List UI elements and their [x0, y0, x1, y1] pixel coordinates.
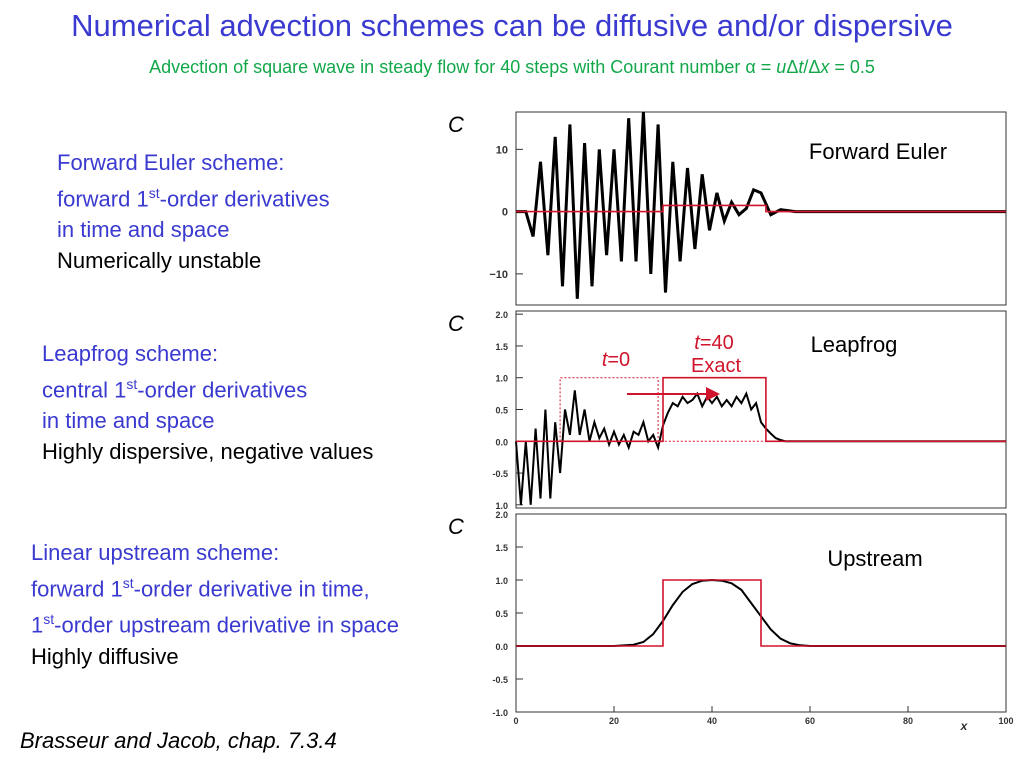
panel-label: Upstream	[827, 546, 922, 571]
numerical-solution-line	[516, 111, 1006, 299]
y-tick-label: 0	[502, 207, 508, 219]
upstream-property: Highly diffusive	[31, 643, 179, 669]
y-tick-label: 1.0	[495, 501, 508, 511]
slide-subtitle: Advection of square wave in steady flow …	[149, 57, 875, 77]
y-tick-label: 1.0	[495, 576, 508, 586]
x-axis-label: x	[960, 719, 969, 733]
euler-scheme-line3: in time and space	[57, 217, 230, 243]
numerical-solution-line	[515, 390, 1006, 505]
citation: Brasseur and Jacob, chap. 7.3.4	[20, 728, 337, 753]
y-axis-label: C	[448, 514, 464, 539]
euler-scheme-line2: forward 1st-order derivatives	[57, 185, 330, 212]
slide-title: Numerical advection schemes can be diffu…	[71, 8, 953, 43]
y-tick-label: 0.5	[495, 406, 508, 416]
x-tick-label: 40	[707, 716, 717, 726]
euler-property: Numerically unstable	[57, 248, 262, 274]
y-tick-label: 1.5	[495, 342, 508, 352]
euler-scheme-line1: Forward Euler scheme:	[57, 150, 285, 175]
y-tick-label: -1.0	[492, 708, 508, 718]
y-tick-label: -0.5	[492, 469, 508, 479]
exact-solution-line	[516, 579, 1006, 647]
y-tick-label: 2.0	[495, 510, 508, 520]
upstream-description: Linear upstream scheme: forward 1st-orde…	[31, 537, 399, 672]
upstream-scheme-line1: Linear upstream scheme:	[31, 540, 280, 565]
ordinal-superscript: st	[122, 575, 134, 591]
y-tick-label: −10	[489, 269, 508, 281]
leapfrog-scheme-line3: in time and space	[42, 408, 215, 434]
y-tick-label: 0.5	[495, 609, 508, 619]
exact-solution-line	[516, 204, 1006, 213]
x-tick-label: 20	[609, 716, 619, 726]
leapfrog-scheme-line2: central 1st-order derivatives	[42, 376, 308, 403]
forward-euler-description: Forward Euler scheme: forward 1st-order …	[57, 147, 330, 276]
initial-condition-line	[516, 377, 1006, 442]
x-tick-label: 100	[998, 716, 1013, 726]
x-tick-label: 80	[903, 716, 913, 726]
exact-label: Exact	[691, 355, 741, 377]
y-tick-label: 2.0	[495, 310, 508, 320]
plot-frame	[515, 111, 1007, 306]
t0-label: t=0	[602, 349, 630, 371]
y-axis-label: C	[448, 311, 464, 336]
leapfrog-scheme-line1: Leapfrog scheme:	[42, 341, 219, 366]
y-tick-label: -0.5	[492, 675, 508, 685]
y-tick-label: 10	[496, 144, 508, 156]
x-tick-label: 60	[805, 716, 815, 726]
x-tick-label: 0	[513, 716, 518, 726]
y-tick-label: 1.5	[495, 543, 508, 553]
ordinal-superscript: st	[148, 185, 160, 201]
leapfrog-description: Leapfrog scheme: central 1st-order deriv…	[42, 338, 373, 467]
upstream-scheme-line2: forward 1st-order derivative in time,	[31, 575, 370, 602]
y-tick-label: 0.0	[495, 642, 508, 652]
ordinal-superscript: st	[126, 376, 138, 392]
plot-frame	[515, 310, 1007, 509]
t40-label: t=40	[694, 332, 734, 354]
panel-label: Leapfrog	[811, 332, 898, 357]
advection-arrow-head	[706, 387, 720, 401]
y-axis-label: C	[448, 112, 464, 137]
y-tick-label: 0.0	[495, 437, 508, 447]
upstream-scheme-line3: 1st-order upstream derivative in space	[31, 611, 399, 638]
ordinal-superscript: st	[43, 611, 55, 628]
panel-label: Forward Euler	[809, 139, 947, 164]
y-tick-label: 1.0	[495, 374, 508, 384]
leapfrog-property: Highly dispersive, negative values	[42, 439, 374, 465]
